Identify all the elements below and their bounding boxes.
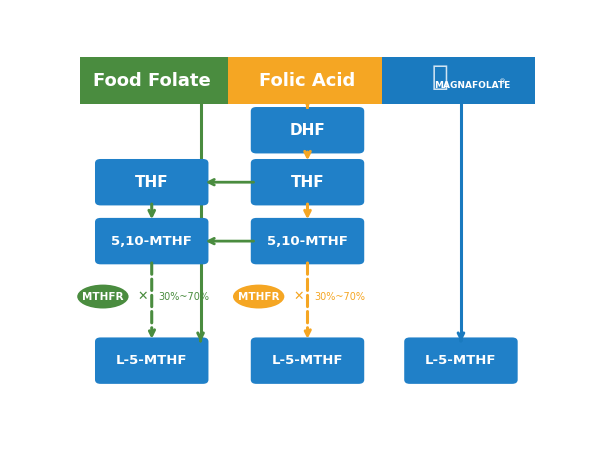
- Text: MAGNAFOLATE: MAGNAFOLATE: [434, 81, 511, 90]
- Text: MTHFR: MTHFR: [238, 292, 280, 302]
- Bar: [80, 58, 229, 104]
- Text: L-5-MTHF: L-5-MTHF: [425, 354, 497, 367]
- FancyBboxPatch shape: [95, 338, 208, 384]
- Text: DHF: DHF: [290, 123, 325, 138]
- FancyBboxPatch shape: [251, 338, 364, 384]
- Text: Folic Acid: Folic Acid: [259, 72, 356, 90]
- Text: MTHFR: MTHFR: [82, 292, 124, 302]
- Text: Food Folate: Food Folate: [93, 72, 211, 90]
- FancyBboxPatch shape: [251, 107, 364, 153]
- Text: THF: THF: [290, 175, 325, 190]
- FancyBboxPatch shape: [404, 338, 518, 384]
- Text: 5,10-MTHF: 5,10-MTHF: [267, 234, 348, 248]
- Text: 〶: 〶: [432, 63, 448, 91]
- Ellipse shape: [76, 284, 130, 310]
- Bar: [229, 58, 382, 104]
- Text: ✕: ✕: [137, 290, 148, 303]
- FancyBboxPatch shape: [251, 159, 364, 205]
- FancyBboxPatch shape: [251, 218, 364, 264]
- Text: ✕: ✕: [293, 290, 304, 303]
- Text: 5,10-MTHF: 5,10-MTHF: [111, 234, 192, 248]
- Ellipse shape: [232, 284, 286, 310]
- Text: THF: THF: [135, 175, 169, 190]
- Text: 30%~70%: 30%~70%: [314, 292, 365, 302]
- Text: 30%~70%: 30%~70%: [159, 292, 210, 302]
- FancyBboxPatch shape: [95, 159, 208, 205]
- Text: ®: ®: [499, 80, 506, 86]
- Text: L-5-MTHF: L-5-MTHF: [272, 354, 343, 367]
- FancyBboxPatch shape: [95, 218, 208, 264]
- Bar: [382, 58, 535, 104]
- Text: L-5-MTHF: L-5-MTHF: [116, 354, 187, 367]
